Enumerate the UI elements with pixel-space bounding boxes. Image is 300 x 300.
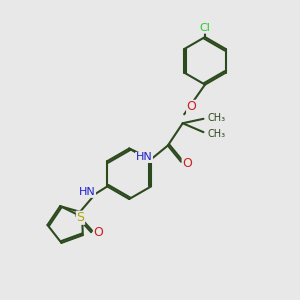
- Text: O: O: [187, 100, 196, 113]
- Text: O: O: [182, 157, 192, 170]
- Text: HN: HN: [136, 152, 152, 162]
- Text: CH₃: CH₃: [208, 129, 226, 139]
- Text: Cl: Cl: [200, 23, 210, 33]
- Text: S: S: [76, 211, 85, 224]
- Text: HN: HN: [79, 188, 95, 197]
- Text: CH₃: CH₃: [208, 113, 226, 123]
- Text: O: O: [94, 226, 103, 239]
